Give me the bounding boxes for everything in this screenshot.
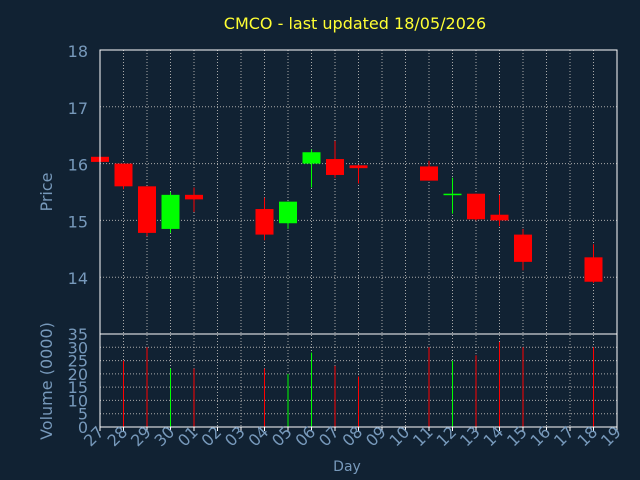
volume-axis-label: Volume (0000) bbox=[37, 322, 56, 440]
candle-body bbox=[467, 193, 485, 220]
volume-tick-label: 35 bbox=[68, 325, 88, 344]
price-tick-label: 16 bbox=[68, 156, 88, 175]
candle-body bbox=[443, 193, 462, 196]
candle-body bbox=[161, 194, 180, 229]
price-axis-label: Price bbox=[37, 172, 56, 211]
volume-tick-label: 0 bbox=[78, 418, 88, 437]
volume-tick-label: 10 bbox=[68, 391, 88, 410]
price-tick-label: 17 bbox=[68, 99, 88, 118]
volume-tick-label: 5 bbox=[78, 405, 88, 424]
candle-body bbox=[114, 163, 133, 187]
candle-body bbox=[255, 209, 274, 235]
price-tick-label: 15 bbox=[68, 212, 88, 231]
candle-body bbox=[185, 194, 203, 200]
volume-tick-label: 20 bbox=[68, 365, 88, 384]
candle-body bbox=[584, 257, 603, 282]
volume-tick-label: 30 bbox=[68, 338, 88, 357]
candle-body bbox=[514, 234, 532, 262]
candle-body bbox=[302, 152, 321, 164]
price-tick-label: 14 bbox=[68, 269, 88, 288]
candle-body bbox=[279, 201, 297, 224]
volume-tick-label: 15 bbox=[68, 378, 88, 397]
candle-body bbox=[420, 166, 438, 181]
candle-body bbox=[326, 159, 344, 175]
candle-body bbox=[349, 165, 368, 169]
x-axis-label: Day bbox=[333, 459, 361, 475]
price-tick-label: 18 bbox=[68, 42, 88, 61]
candle-body bbox=[138, 186, 156, 233]
volume-tick-label: 25 bbox=[68, 352, 88, 371]
chart-title: CMCO - last updated 18/05/2026 bbox=[224, 14, 486, 33]
candle-body bbox=[490, 214, 509, 221]
